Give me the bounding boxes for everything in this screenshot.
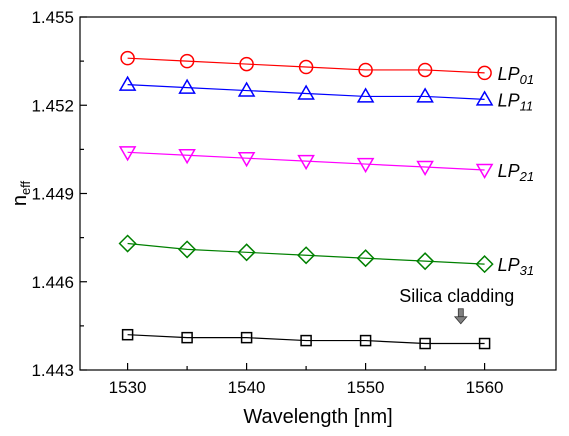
square-marker xyxy=(240,331,253,344)
triangle-down-marker xyxy=(297,154,315,171)
circle-marker xyxy=(179,53,195,69)
y-axis-label-main: n xyxy=(9,195,31,206)
diamond-marker xyxy=(475,255,494,274)
triangle-down-marker xyxy=(237,151,256,168)
triangle-up-marker xyxy=(237,81,256,97)
series-label-main: LP xyxy=(498,161,520,181)
series-label-main: LP xyxy=(498,255,520,275)
down-arrow-icon xyxy=(453,308,468,325)
series-label-sub: 01 xyxy=(520,72,534,87)
y-tick-label: 1.452 xyxy=(31,96,74,115)
y-tick-label: 1.446 xyxy=(31,273,74,292)
y-tick-label: 1.443 xyxy=(31,361,74,380)
y-axis-label-sub: eff xyxy=(18,180,33,195)
triangle-down-marker xyxy=(118,146,137,162)
plot-frame xyxy=(79,16,557,371)
series-markers xyxy=(118,50,494,350)
series-lines xyxy=(127,57,485,345)
square-marker xyxy=(359,334,372,347)
triangle-up-marker xyxy=(356,87,375,103)
triangle-up-marker xyxy=(178,78,196,94)
triangle-up-marker xyxy=(118,75,137,91)
series-line xyxy=(127,334,485,345)
triangle-up-marker xyxy=(416,87,434,103)
diamond-marker xyxy=(118,234,137,253)
square-marker xyxy=(300,334,312,347)
y-tick-label: 1.449 xyxy=(31,185,74,204)
series-label-sub: 21 xyxy=(519,169,534,184)
square-marker xyxy=(121,328,134,341)
triangle-down-marker xyxy=(356,157,375,174)
series-label: LP11 xyxy=(498,90,534,113)
series-label: LP21 xyxy=(498,161,534,184)
series-label-main: LP xyxy=(498,90,520,110)
series-label-sub: 31 xyxy=(520,263,534,278)
triangle-down-marker xyxy=(178,149,196,165)
axis-ticks: 1530 1540 1550 1560 1.443 1.446 1.449 1.452 1.45… xyxy=(31,8,503,397)
x-axis-label: Wavelength [nm] xyxy=(243,406,392,428)
series-label: LP31 xyxy=(498,255,534,278)
circle-marker xyxy=(120,50,135,66)
triangle-up-marker xyxy=(297,84,315,100)
square-marker xyxy=(478,337,491,350)
series-label-sub: 11 xyxy=(520,98,534,113)
x-tick-label: 1540 xyxy=(228,378,266,397)
annotation-text: Silica cladding xyxy=(399,286,514,306)
series-line xyxy=(127,57,485,74)
annotations: Silica cladding xyxy=(399,286,514,325)
square-marker xyxy=(181,331,193,344)
circle-marker xyxy=(298,59,314,75)
x-tick-label: 1550 xyxy=(347,378,385,397)
triangle-down-marker xyxy=(475,163,494,179)
triangle-up-marker xyxy=(475,90,494,106)
y-axis-label: neff xyxy=(9,180,33,206)
diamond-marker xyxy=(356,249,375,268)
circle-marker xyxy=(417,62,433,78)
series-label-main: LP xyxy=(498,64,520,84)
circle-marker xyxy=(239,56,254,72)
triangle-down-marker xyxy=(416,160,434,177)
square-marker xyxy=(419,337,431,350)
y-tick-label: 1.455 xyxy=(31,8,74,27)
series-line xyxy=(127,84,485,100)
series-label: LP01 xyxy=(498,64,534,87)
diamond-marker xyxy=(297,246,316,265)
series-line xyxy=(127,242,485,265)
series-line xyxy=(127,151,485,171)
diamond-marker xyxy=(178,240,197,259)
diamond-marker xyxy=(416,252,435,271)
x-tick-label: 1530 xyxy=(109,378,147,397)
circle-marker xyxy=(358,62,373,78)
circle-marker xyxy=(477,65,492,81)
diamond-marker xyxy=(237,243,256,262)
x-tick-label: 1560 xyxy=(466,378,504,397)
